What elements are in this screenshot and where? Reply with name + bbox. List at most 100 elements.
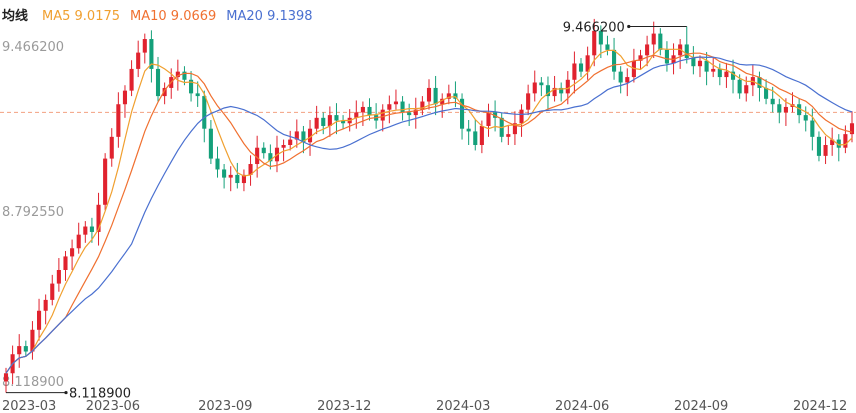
candle-body bbox=[76, 234, 81, 249]
candle bbox=[678, 39, 683, 69]
candle-body bbox=[288, 139, 293, 145]
candle bbox=[803, 106, 808, 132]
candle-body bbox=[109, 136, 114, 159]
candle-body bbox=[559, 87, 564, 94]
ma20-line bbox=[5, 56, 853, 374]
candle bbox=[750, 65, 755, 97]
candle-body bbox=[598, 30, 603, 45]
candle-body bbox=[255, 147, 260, 165]
candle-body bbox=[36, 310, 42, 330]
candle-body bbox=[23, 346, 28, 352]
candle bbox=[189, 71, 194, 102]
candle bbox=[314, 105, 319, 135]
candle-body bbox=[605, 44, 610, 50]
candle bbox=[30, 321, 35, 360]
candle-body bbox=[440, 98, 445, 105]
candle-body bbox=[103, 158, 108, 205]
candle-body bbox=[777, 104, 782, 113]
y-label-min: 8.118900 bbox=[2, 375, 64, 390]
ma5-line bbox=[5, 48, 853, 374]
candle-body bbox=[645, 44, 650, 56]
candle bbox=[526, 84, 531, 116]
chart-legend: 均线 MA5 9.0175 MA10 9.0669 MA20 9.1398 bbox=[2, 5, 323, 24]
candle-body bbox=[175, 71, 180, 78]
candle bbox=[717, 63, 722, 86]
candle-body bbox=[618, 71, 623, 83]
candle bbox=[3, 367, 9, 393]
candle bbox=[380, 104, 385, 132]
y-label-mid: 8.792550 bbox=[2, 205, 64, 220]
candle bbox=[294, 119, 299, 148]
candle bbox=[764, 79, 769, 105]
candle-body bbox=[479, 125, 484, 145]
candle bbox=[136, 40, 141, 78]
candle-body bbox=[459, 98, 465, 129]
candle-body bbox=[380, 109, 385, 121]
x-axis-label: 2023-12 bbox=[317, 399, 371, 413]
candle bbox=[149, 30, 154, 83]
candle-body bbox=[261, 147, 266, 154]
candle-body bbox=[426, 87, 432, 102]
candle bbox=[512, 111, 517, 145]
candle bbox=[612, 37, 617, 80]
x-axis-label: 2023-03 bbox=[2, 399, 56, 413]
candle-body bbox=[744, 85, 749, 94]
candle-body bbox=[783, 106, 788, 113]
candle-body bbox=[711, 68, 716, 72]
candle-body bbox=[314, 117, 319, 129]
candle-body bbox=[823, 145, 828, 156]
candle bbox=[321, 112, 326, 135]
candle-body bbox=[341, 120, 346, 124]
candle-body bbox=[625, 77, 630, 83]
candle-body bbox=[512, 123, 517, 135]
candle-body bbox=[301, 131, 306, 143]
ma10-line bbox=[5, 52, 853, 374]
candle bbox=[578, 58, 584, 78]
candle-body bbox=[446, 93, 451, 99]
candle-body bbox=[129, 68, 134, 91]
candle bbox=[420, 96, 425, 116]
candle bbox=[43, 294, 48, 325]
candle-body bbox=[810, 120, 815, 137]
legend-ma20: MA20 9.1398 bbox=[226, 9, 313, 24]
candle-body bbox=[195, 93, 200, 97]
candle bbox=[618, 66, 623, 94]
candle bbox=[684, 26, 689, 64]
candle bbox=[433, 75, 438, 116]
candle-body bbox=[367, 106, 372, 116]
candle bbox=[387, 95, 392, 124]
candle-body bbox=[519, 109, 524, 124]
candle-body bbox=[400, 101, 405, 113]
candle-body bbox=[413, 109, 418, 116]
candle-body bbox=[222, 169, 227, 178]
candle bbox=[288, 130, 293, 151]
candle bbox=[83, 221, 88, 243]
candle bbox=[103, 153, 108, 211]
candle bbox=[195, 81, 200, 107]
candle bbox=[301, 125, 306, 154]
candle bbox=[440, 93, 445, 118]
candle-body bbox=[717, 68, 722, 78]
candle bbox=[142, 33, 147, 64]
moving-averages bbox=[5, 48, 853, 374]
candle-body bbox=[149, 39, 154, 69]
candle-body bbox=[552, 87, 557, 97]
candle bbox=[466, 120, 471, 145]
candle bbox=[486, 103, 491, 137]
candle-body bbox=[612, 49, 617, 72]
candle-body bbox=[816, 136, 822, 156]
candle-body bbox=[684, 44, 689, 59]
candle-body bbox=[433, 87, 438, 105]
candle bbox=[459, 93, 465, 140]
candle-body bbox=[737, 79, 742, 94]
candle-body bbox=[664, 49, 669, 64]
candle bbox=[228, 166, 233, 192]
candle-body bbox=[122, 90, 128, 105]
candle bbox=[572, 51, 577, 94]
candle-body bbox=[96, 204, 101, 232]
candle-body bbox=[43, 299, 48, 311]
max-annotation-label: 9.466200 bbox=[563, 20, 625, 35]
candle-body bbox=[63, 256, 68, 270]
candle-body bbox=[142, 39, 147, 53]
candle-body bbox=[116, 104, 121, 137]
